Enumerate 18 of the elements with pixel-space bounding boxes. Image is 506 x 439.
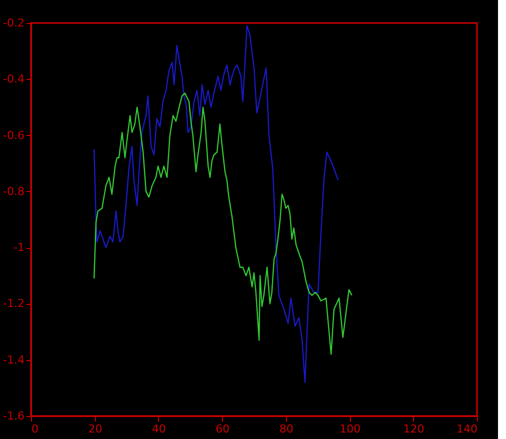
y-tick-label: -1.4 [3, 353, 24, 366]
x-tick-label: 100 [340, 422, 361, 436]
y-tick-label: -1.6 [3, 410, 24, 422]
x-tick-label: 120 [403, 422, 424, 436]
y-tick-label: -0.4 [3, 72, 24, 86]
x-tick-label: 140 [456, 422, 478, 436]
line-series [93, 25, 339, 383]
x-tick-label: 40 [152, 422, 166, 436]
x-tick-label: 0 [32, 422, 38, 436]
y-tick-label: -0.2 [3, 16, 24, 30]
y-tick-label: -0.6 [3, 128, 24, 142]
y-tick-label: -1 [14, 241, 24, 254]
x-tick-label: 60 [216, 422, 230, 436]
y-tick-label: -1.2 [3, 297, 24, 310]
y-tick-label: -0.8 [3, 184, 24, 198]
x-tick-label: 80 [279, 422, 294, 436]
x-tick-label: 20 [88, 422, 102, 436]
line-series [93, 92, 352, 355]
